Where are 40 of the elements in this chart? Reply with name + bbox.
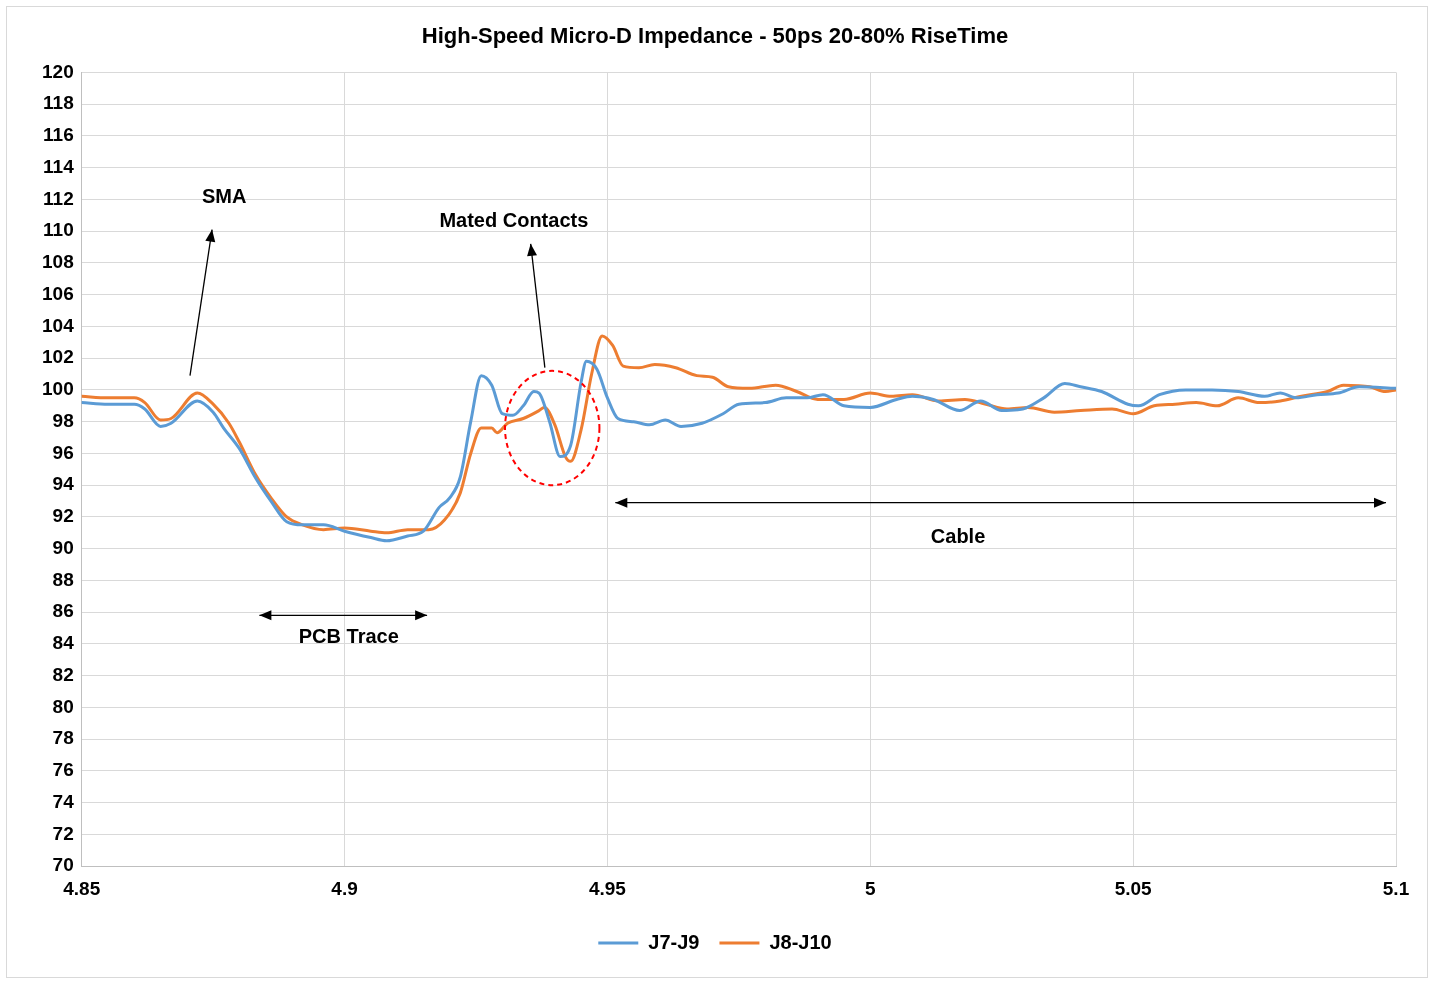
y-tick-label: 72 [52,822,74,844]
y-tick-label: 88 [52,568,74,590]
y-tick-label: 92 [52,505,74,527]
y-tick-label: 100 [42,378,74,400]
y-tick-label: 90 [52,536,74,558]
y-tick-label: 120 [42,60,74,82]
annotation: Cable [930,525,986,548]
y-tick-label: 104 [42,314,75,336]
annotation: SMA [201,185,247,208]
y-tick-label: 86 [52,600,74,622]
x-tick-label: 5.1 [1382,877,1410,899]
annotation: Mated Contacts [439,209,589,232]
y-tick-label: 102 [42,346,74,368]
legend-label: J7-J9 [648,930,700,953]
y-tick-label: 98 [52,409,74,431]
y-tick-label: 110 [43,219,74,241]
y-tick-label: 80 [52,695,74,717]
legend-label: J8-J10 [769,930,832,953]
y-tick-label: 94 [52,473,75,495]
y-tick-label: 70 [52,854,74,876]
y-tick-label: 78 [52,727,74,749]
x-tick-label: 5.05 [1114,877,1153,899]
line-series [81,359,1396,543]
x-tick-label: 4.95 [588,877,627,899]
y-tick-label: 106 [42,282,74,304]
annotation: PCB Trace [298,625,399,648]
y-tick-label: 118 [43,92,74,114]
y-tick-label: 96 [52,441,74,463]
y-tick-label: 76 [52,759,74,781]
x-tick-label: 4.85 [63,877,101,899]
x-tick-label: 5 [864,877,876,899]
y-tick-label: 112 [43,187,74,209]
y-tick-label: 114 [43,155,75,177]
y-tick-label: 108 [42,251,74,273]
y-tick-label: 84 [52,632,75,654]
y-tick-label: 82 [52,663,74,685]
y-tick-label: 74 [52,790,75,812]
chart-title: High-Speed Micro-D Impedance - 50ps 20-80% RiseTime [421,23,1009,49]
x-tick-label: 4.9 [331,877,358,899]
y-tick-label: 116 [43,124,74,146]
